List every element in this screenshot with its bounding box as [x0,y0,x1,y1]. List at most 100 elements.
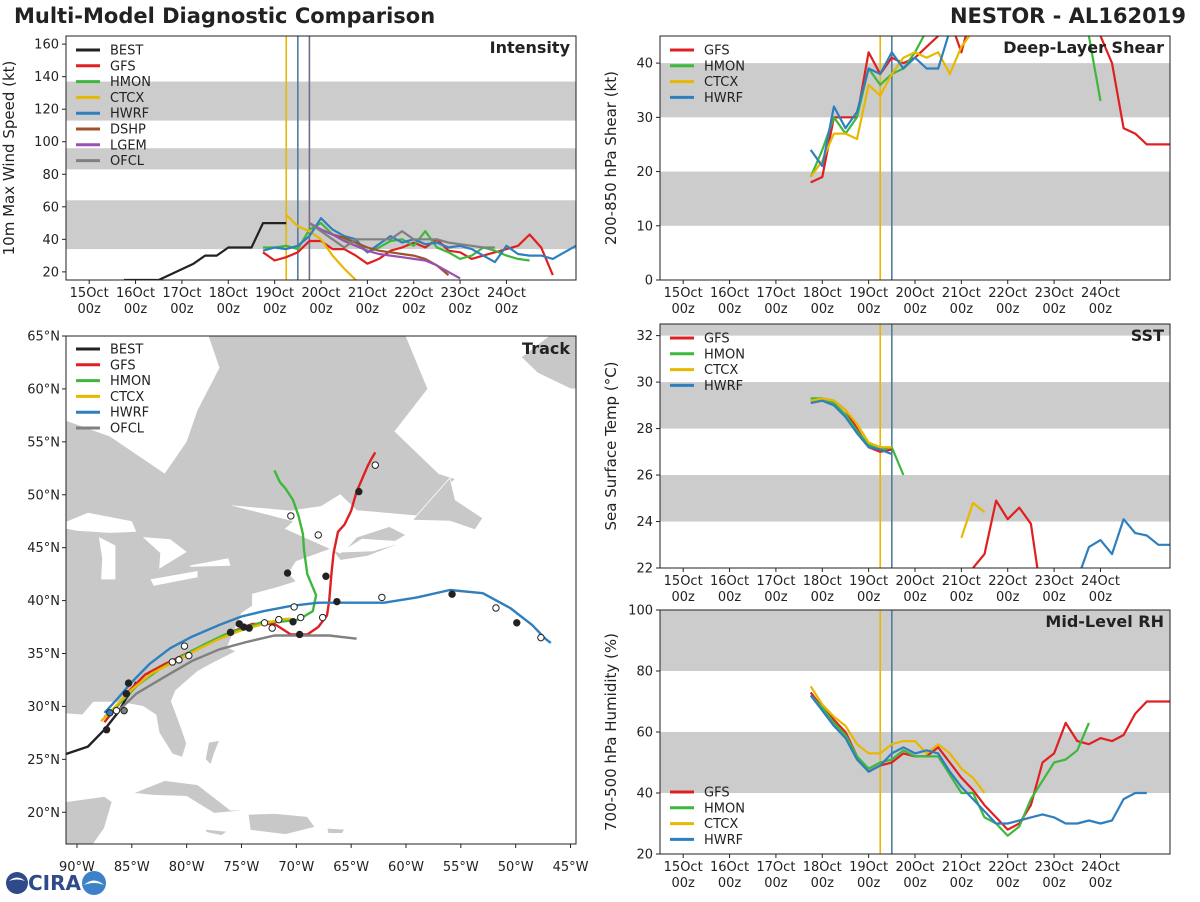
rh-xtick-label: 24Oct 00z [1081,860,1120,891]
intensity-xtick-label: 20Oct 00z [301,286,340,317]
track-ytick-label: 30°N [27,700,60,715]
sst-xtick-label: 16Oct 00z [710,574,749,605]
shear-xtick-label: 24Oct 00z [1081,286,1120,317]
globe-icon [6,872,28,894]
sst-legend-label-hmon: HMON [704,347,745,362]
rh-legend-label-gfs: GFS [704,786,730,801]
shear-xtick-label: 19Oct 00z [849,286,888,317]
shear-ylabel: 200-850 hPa Shear (kt) [602,71,620,245]
track-marker [378,593,386,602]
intensity-series-ofcl [308,222,495,249]
track-marker [124,679,133,687]
rh-legend-label-ctcx: CTCX [704,817,738,832]
shear-band-1 [660,63,1170,118]
track-legend-label-hwrf: HWRF [110,406,149,421]
rh-xtick-label: 19Oct 00z [849,860,888,891]
hudson-bay [66,336,220,474]
rh-ylabel: 700-500 hPa Humidity (%) [602,633,620,831]
sst-xtick-label: 18Oct 00z [803,574,842,605]
sst-ytick-label: 30 [636,376,653,391]
track-legend-label-best: BEST [110,343,143,358]
sst-band-1 [660,382,1170,429]
intensity-ytick-label: 140 [34,70,59,85]
track-ytick-label: 20°N [27,806,60,821]
intensity-xtick-label: 22Oct 00z [394,286,433,317]
shear-ytick-label: 40 [636,57,653,72]
track-marker [245,624,253,632]
shear-series-gfs [810,36,967,184]
sst-ytick-label: 28 [636,422,653,437]
intensity-ytick-label: 80 [42,168,59,183]
shear-title: Deep-Layer Shear [1003,38,1164,57]
track-marker [122,690,131,698]
track-marker [112,706,121,715]
shear-series-hmon-b [1087,36,1102,102]
sst-ytick-label: 32 [636,329,653,344]
intensity-xtick-label: 18Oct 00z [209,286,248,317]
track-marker [275,615,283,624]
track-marker [168,658,177,666]
shear-xtick-label: 20Oct 00z [895,286,934,317]
shear-series-gfs-b [1099,36,1170,146]
track-series-ofcl [116,634,357,713]
intensity-series-best [124,222,287,280]
track-marker [106,709,114,717]
sst-xtick-label: 17Oct 00z [756,574,795,605]
sst-ylabel: Sea Surface Temp (°C) [602,361,620,530]
rh-xtick-label: 16Oct 00z [710,860,749,891]
rh-title: Mid-Level RH [1045,612,1164,631]
track-marker [226,628,235,637]
intensity-legend-label-dshp: DSHP [110,123,146,138]
intensity-xtick-label: 17Oct 00z [162,286,201,317]
track-marker [371,461,379,469]
sst-series-gfs-b [972,499,1039,568]
intensity-ylabel: 10m Max Wind Speed (kt) [0,61,18,256]
sst-legend-label-gfs: GFS [704,332,730,347]
rh-legend-label-hwrf: HWRF [704,833,743,848]
rh-xtick-label: 22Oct 00z [988,860,1027,891]
track-legend-label-gfs: GFS [110,358,136,373]
track-xtick-label: 45°W [553,860,589,875]
rh-ytick-label: 20 [636,848,653,863]
track-title: Track [522,339,570,358]
puerto-rico [326,827,346,834]
lake-michigan [98,537,116,580]
track-marker [322,572,330,580]
track-marker [355,487,363,496]
sst-xtick-label: 15Oct 00z [664,574,703,605]
intensity-title: Intensity [490,38,571,57]
sst-xtick-label: 19Oct 00z [849,574,888,605]
rh-xtick-label: 18Oct 00z [803,860,842,891]
rh-band-1 [660,610,1170,671]
rh-xtick-label: 23Oct 00z [1035,860,1074,891]
track-marker [290,603,298,611]
track-marker [318,613,327,622]
track-marker [314,531,322,539]
rh-xtick-label: 20Oct 00z [895,860,934,891]
sst-series-ctcx [810,397,892,449]
track-ytick-label: 65°N [27,330,60,345]
shear-ytick-label: 10 [636,219,653,234]
track-xtick-label: 90°W [59,860,95,875]
track-xtick-label: 55°W [443,860,479,875]
track-xtick-label: 65°W [333,860,369,875]
intensity-ytick-label: 160 [34,38,59,53]
lake-ontario [188,558,231,567]
shear-legend-label-hwrf: HWRF [704,91,743,106]
sst-xtick-label: 22Oct 00z [988,574,1027,605]
rh-ytick-label: 80 [636,665,653,680]
cuba [132,780,251,814]
shear-ytick-label: 0 [645,274,653,289]
track-marker [102,726,111,734]
track-marker [333,597,341,606]
sst-xtick-label: 21Oct 00z [942,574,981,605]
track-marker [297,613,305,622]
sst-series-hwrf-b [1080,518,1170,568]
shear-xtick-label: 16Oct 00z [710,286,749,317]
shear-xtick-label: 23Oct 00z [1035,286,1074,317]
shear-legend-label-ctcx: CTCX [704,75,738,90]
intensity-legend-label-gfs: GFS [110,59,136,74]
intensity-xtick-label: 24Oct 00z [487,286,526,317]
